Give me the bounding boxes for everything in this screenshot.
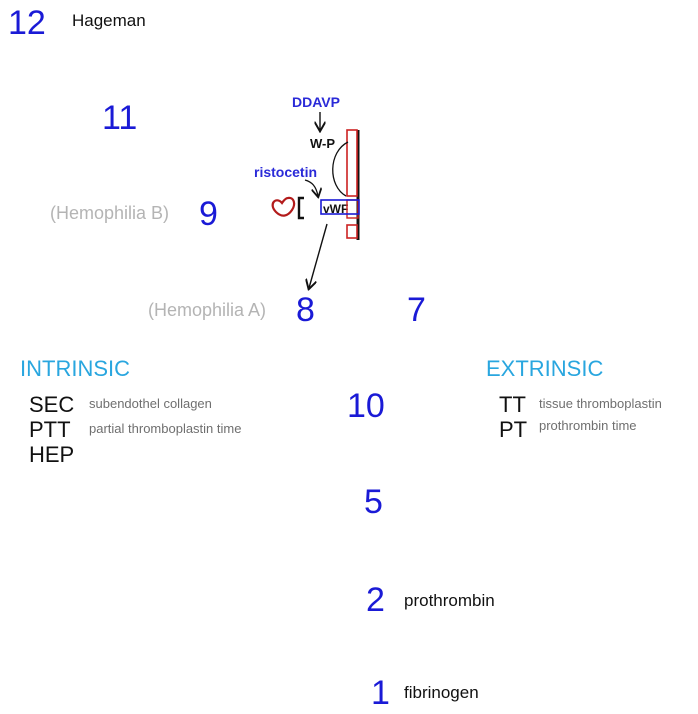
- intrinsic-abbr-ptt: PTT: [29, 417, 71, 442]
- platelet-icon: [271, 196, 296, 217]
- factor-2: 2: [366, 581, 385, 619]
- extrinsic-abbr-tt: TT: [499, 392, 526, 417]
- ddavp-label: DDAVP: [292, 94, 340, 110]
- intrinsic-abbr-hep: HEP: [29, 442, 75, 467]
- factor-10: 10: [347, 387, 385, 425]
- factor-11: 11: [102, 99, 138, 137]
- wp-label: W-P: [310, 136, 336, 151]
- intrinsic-abbr-sec: SEC: [29, 392, 75, 417]
- fibrinogen-label: fibrinogen: [404, 683, 479, 702]
- endothelial-cell-upper: [346, 129, 358, 197]
- factor-1: 1: [371, 674, 390, 712]
- hemophilia-a-label: (Hemophilia A): [148, 300, 267, 320]
- factor-5: 5: [364, 483, 383, 521]
- extrinsic-desc-pt: prothrombin time: [539, 418, 637, 433]
- hemophilia-b-label: (Hemophilia B): [50, 203, 170, 223]
- intrinsic-heading: INTRINSIC: [20, 356, 130, 381]
- extrinsic-desc-tt: tissue thromboplastin: [539, 396, 662, 411]
- endothelial-cell-mid: [346, 199, 359, 219]
- extrinsic-abbr-pt: PT: [499, 417, 528, 442]
- factor-9: 9: [199, 195, 218, 233]
- intrinsic-desc-ptt: partial thromboplastin time: [89, 421, 242, 436]
- vwf-label: vWF: [323, 202, 349, 216]
- factor-12: 12: [8, 4, 46, 42]
- extrinsic-heading: EXTRINSIC: [486, 356, 604, 381]
- endothelial-cell-lower: [346, 224, 358, 239]
- ristocetin-arrow: [304, 179, 318, 196]
- factor-8: 8: [296, 291, 315, 329]
- binding-bracket: [297, 196, 304, 220]
- intrinsic-desc-sec: subendothel collagen: [89, 396, 212, 411]
- factor-7: 7: [407, 291, 426, 329]
- vwf-box: [320, 199, 360, 215]
- vwf-to-factor8-arrow: [309, 223, 328, 288]
- ristocetin-label: ristocetin: [254, 164, 318, 180]
- wp-release-curve: [332, 141, 349, 197]
- hageman-label: Hageman: [72, 11, 146, 30]
- prothrombin-label: prothrombin: [404, 591, 495, 610]
